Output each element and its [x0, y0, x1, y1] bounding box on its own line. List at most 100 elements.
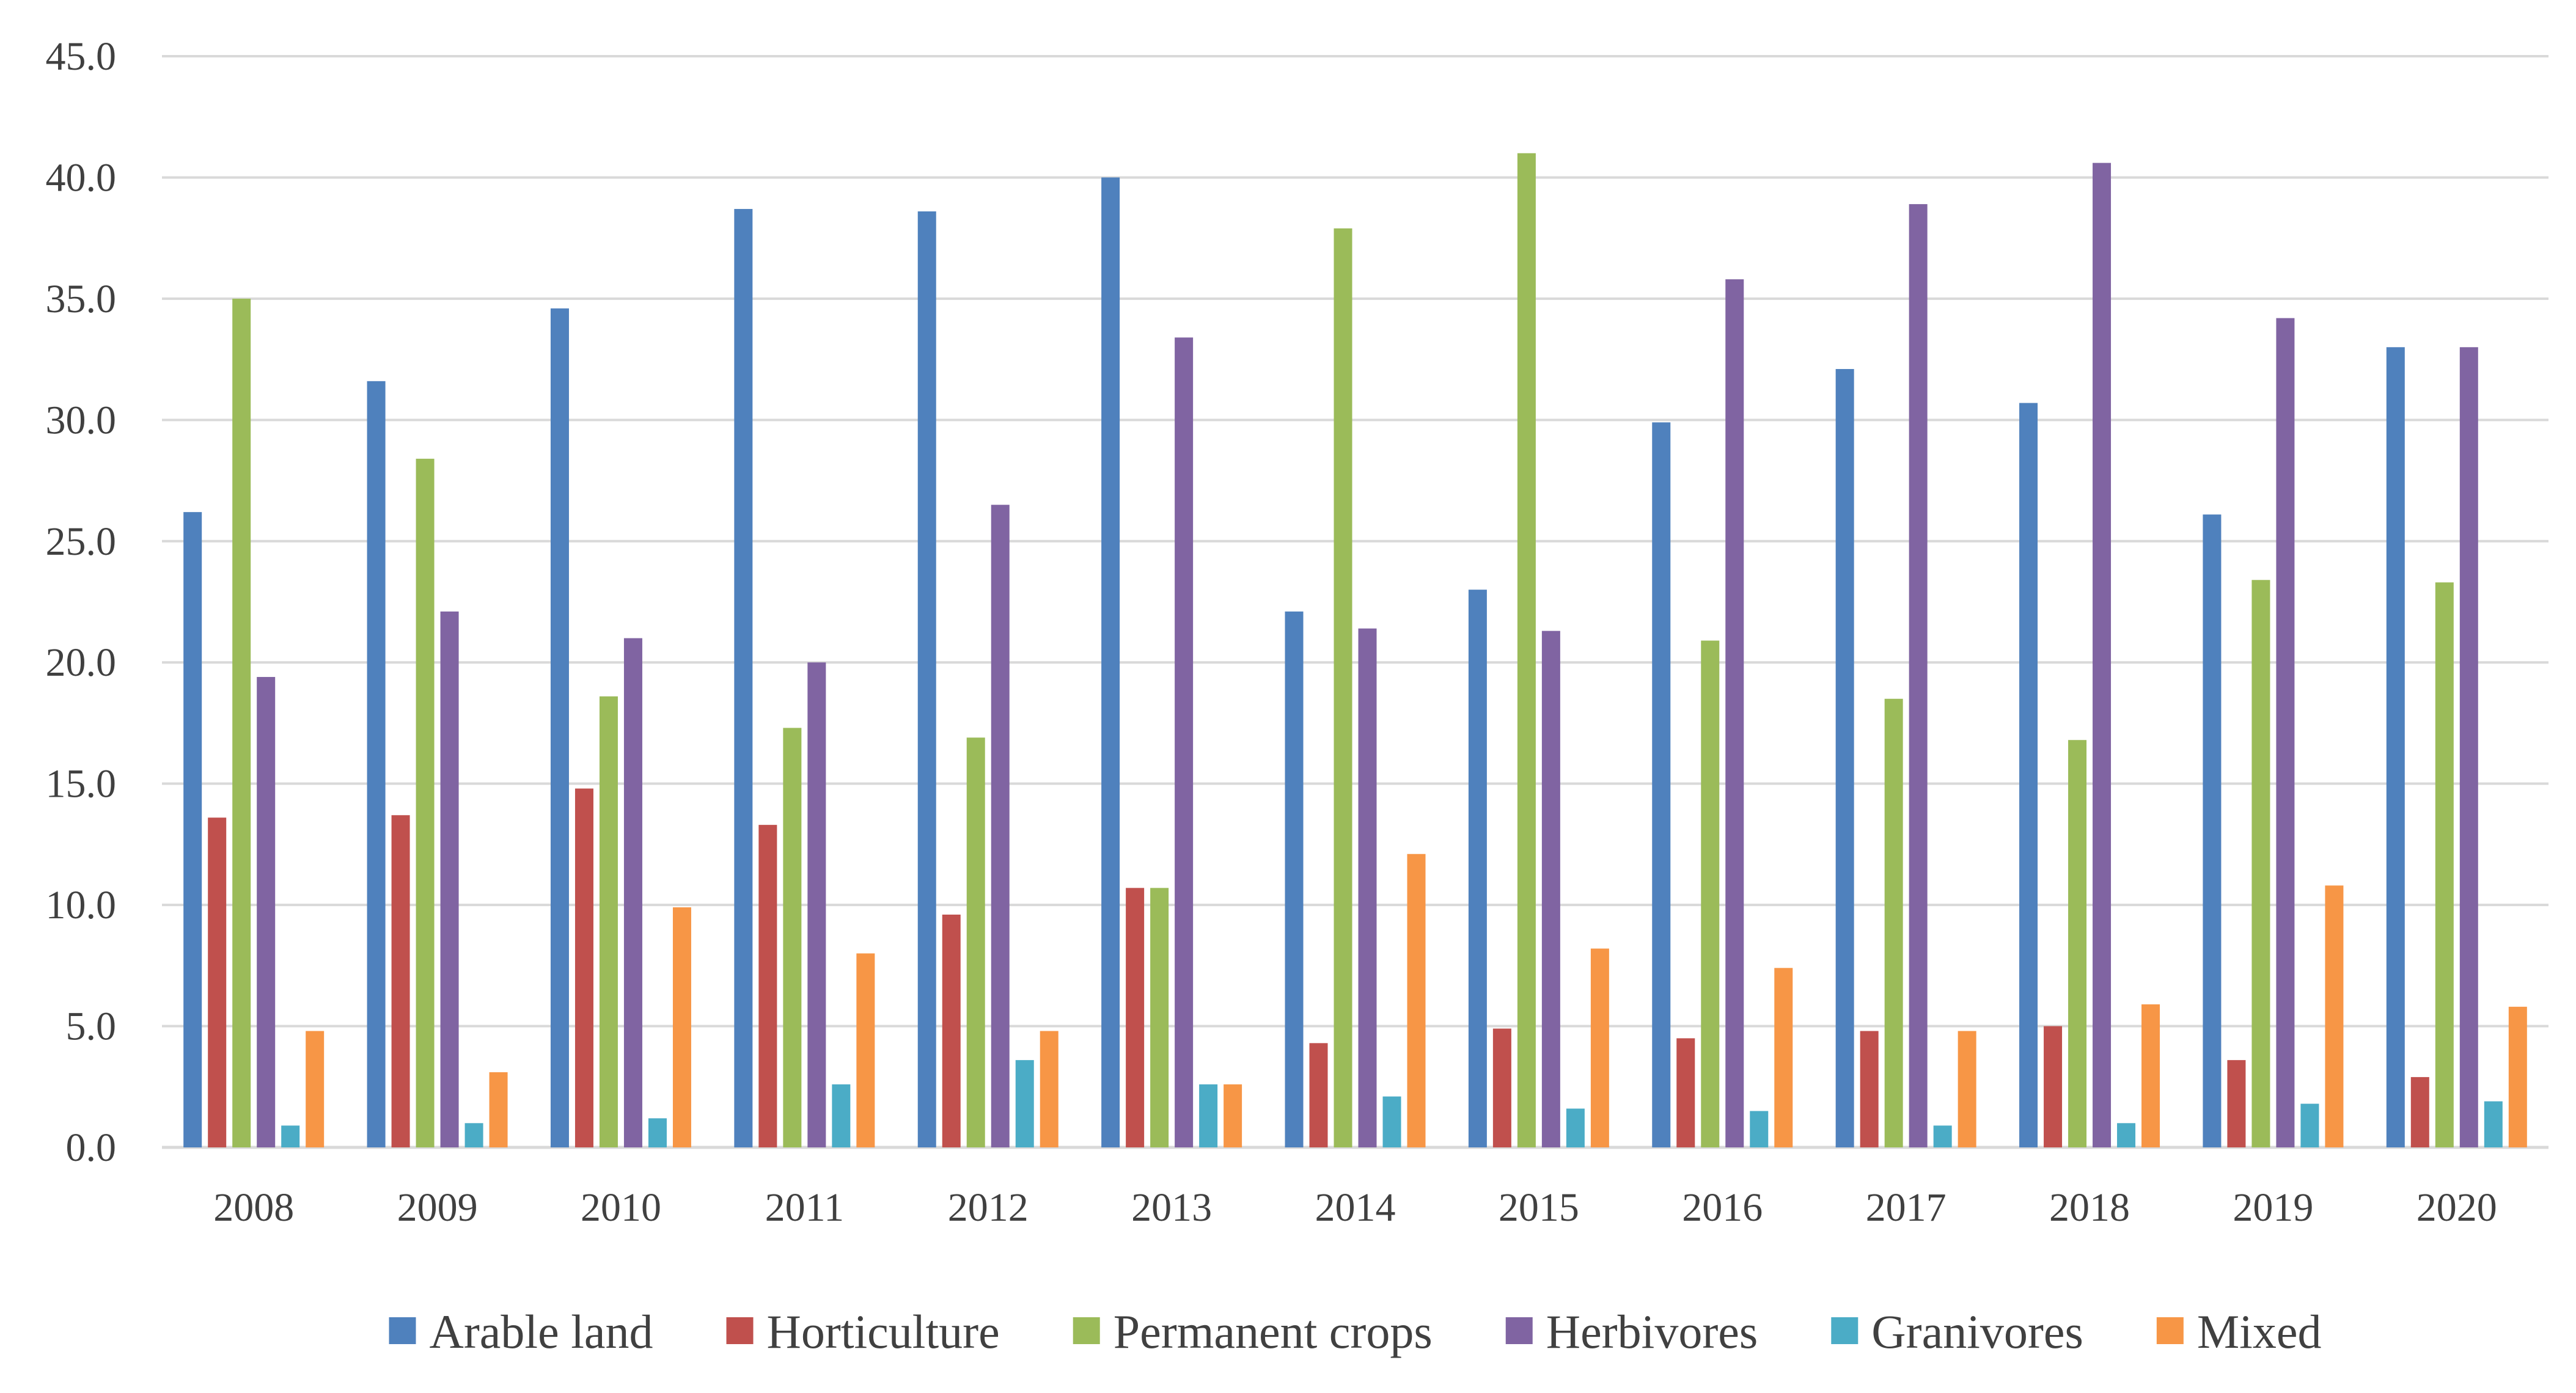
x-tick-label: 2015 — [1499, 1185, 1579, 1230]
bar-permanent-crops-2016 — [1701, 640, 1720, 1147]
legend-swatch-mixed — [2156, 1317, 2184, 1344]
y-tick-label: 20.0 — [46, 640, 117, 685]
bar-granivores-2016 — [1750, 1111, 1769, 1147]
bar-permanent-crops-2009 — [416, 458, 435, 1147]
legend-label-horticulture: Horticulture — [767, 1305, 1000, 1358]
bar-arable-land-2012 — [917, 211, 936, 1147]
bar-herbivores-2011 — [807, 662, 826, 1147]
bar-permanent-crops-2015 — [1517, 153, 1536, 1147]
bar-herbivores-2019 — [2276, 318, 2295, 1147]
bar-horticulture-2008 — [208, 817, 227, 1147]
bar-arable-land-2014 — [1285, 611, 1304, 1147]
bar-granivores-2008 — [281, 1125, 300, 1147]
bar-arable-land-2010 — [550, 308, 569, 1148]
bar-granivores-2018 — [2117, 1123, 2136, 1147]
bar-mixed-2018 — [2141, 1004, 2160, 1147]
bar-permanent-crops-2010 — [599, 696, 618, 1147]
legend-label-granivores: Granivores — [1871, 1305, 2083, 1358]
bar-mixed-2011 — [856, 953, 875, 1147]
x-tick-label: 2017 — [1866, 1185, 1947, 1230]
y-axis-tick-labels: 0.0 5.0 10.0 15.0 20.0 25.0 30.0 35.0 40.0 45.0 — [46, 34, 117, 1170]
bars — [183, 153, 2527, 1148]
bar-permanent-crops-2014 — [1334, 228, 1352, 1147]
bar-arable-land-2013 — [1101, 177, 1120, 1147]
legend-swatch-horticulture — [726, 1317, 754, 1344]
bar-permanent-crops-2019 — [2251, 580, 2270, 1147]
x-tick-label: 2009 — [397, 1185, 478, 1230]
legend-swatch-granivores — [1831, 1317, 1859, 1344]
x-tick-label: 2018 — [2049, 1185, 2130, 1230]
bar-horticulture-2010 — [574, 788, 593, 1147]
x-tick-label: 2016 — [1682, 1185, 1763, 1230]
bar-herbivores-2008 — [257, 677, 276, 1147]
bar-permanent-crops-2018 — [2068, 740, 2087, 1147]
bar-mixed-2009 — [489, 1072, 508, 1147]
y-tick-label: 5.0 — [66, 1004, 117, 1049]
bar-mixed-2020 — [2508, 1006, 2527, 1147]
bar-horticulture-2014 — [1309, 1043, 1328, 1147]
y-tick-label: 30.0 — [46, 398, 117, 442]
bar-permanent-crops-2020 — [2435, 582, 2454, 1147]
bar-arable-land-2015 — [1468, 590, 1487, 1147]
bar-arable-land-2019 — [2203, 514, 2222, 1147]
bar-granivores-2011 — [832, 1084, 851, 1147]
bar-mixed-2019 — [2325, 885, 2344, 1147]
bar-horticulture-2009 — [391, 815, 410, 1147]
bar-horticulture-2017 — [1860, 1031, 1879, 1147]
legend-label-arable-land: Arable land — [430, 1305, 653, 1358]
y-tick-label: 45.0 — [46, 34, 117, 79]
bar-herbivores-2013 — [1175, 337, 1194, 1147]
y-tick-label: 25.0 — [46, 519, 117, 564]
bar-herbivores-2012 — [991, 505, 1010, 1148]
bar-horticulture-2011 — [758, 825, 777, 1147]
bar-herbivores-2010 — [623, 638, 642, 1147]
bar-mixed-2014 — [1407, 854, 1426, 1147]
bar-granivores-2010 — [648, 1118, 667, 1147]
bar-arable-land-2017 — [1835, 368, 1854, 1147]
y-tick-label: 40.0 — [46, 155, 117, 200]
gridlines — [162, 55, 2548, 1149]
bar-granivores-2019 — [2300, 1103, 2319, 1147]
x-tick-label: 2020 — [2416, 1185, 2497, 1230]
bar-arable-land-2008 — [183, 512, 202, 1147]
bar-arable-land-2011 — [734, 209, 753, 1147]
bar-granivores-2013 — [1199, 1084, 1218, 1147]
legend-swatch-herbivores — [1505, 1317, 1533, 1344]
bar-horticulture-2019 — [2227, 1060, 2246, 1147]
bar-mixed-2013 — [1224, 1084, 1242, 1147]
legend-swatch-permanent-crops — [1073, 1317, 1100, 1344]
bar-horticulture-2018 — [2044, 1026, 2063, 1147]
legend-swatch-arable-land — [389, 1317, 416, 1344]
x-axis-tick-labels: 2008 2009 2010 2011 2012 2013 2014 2015 2016 2017… — [213, 1185, 2497, 1230]
bar-mixed-2010 — [672, 907, 691, 1147]
legend-label-herbivores: Herbivores — [1546, 1305, 1758, 1358]
y-tick-label: 35.0 — [46, 277, 117, 321]
bar-permanent-crops-2017 — [1884, 698, 1903, 1147]
x-tick-label: 2010 — [581, 1185, 661, 1230]
legend-label-mixed: Mixed — [2197, 1305, 2322, 1358]
bar-granivores-2014 — [1382, 1096, 1401, 1147]
bar-herbivores-2009 — [440, 611, 459, 1147]
x-tick-label: 2011 — [765, 1185, 845, 1230]
bar-horticulture-2013 — [1126, 888, 1145, 1147]
bar-mixed-2008 — [306, 1031, 325, 1147]
legend-label-permanent-crops: Permanent crops — [1114, 1305, 1433, 1358]
x-tick-label: 2019 — [2233, 1185, 2313, 1230]
bar-herbivores-2018 — [2093, 163, 2112, 1147]
bar-permanent-crops-2013 — [1150, 888, 1169, 1147]
y-tick-label: 0.0 — [66, 1125, 117, 1170]
x-tick-label: 2008 — [213, 1185, 294, 1230]
bar-mixed-2012 — [1040, 1031, 1059, 1147]
bar-permanent-crops-2011 — [783, 728, 802, 1147]
bar-granivores-2009 — [464, 1123, 483, 1147]
bar-horticulture-2015 — [1492, 1028, 1511, 1147]
bar-horticulture-2016 — [1676, 1038, 1695, 1147]
bar-mixed-2015 — [1590, 948, 1609, 1147]
bar-granivores-2020 — [2484, 1101, 2503, 1147]
bar-horticulture-2020 — [2410, 1077, 2429, 1147]
x-tick-label: 2013 — [1131, 1185, 1212, 1230]
bar-arable-land-2020 — [2386, 347, 2405, 1148]
bar-herbivores-2020 — [2459, 347, 2478, 1148]
